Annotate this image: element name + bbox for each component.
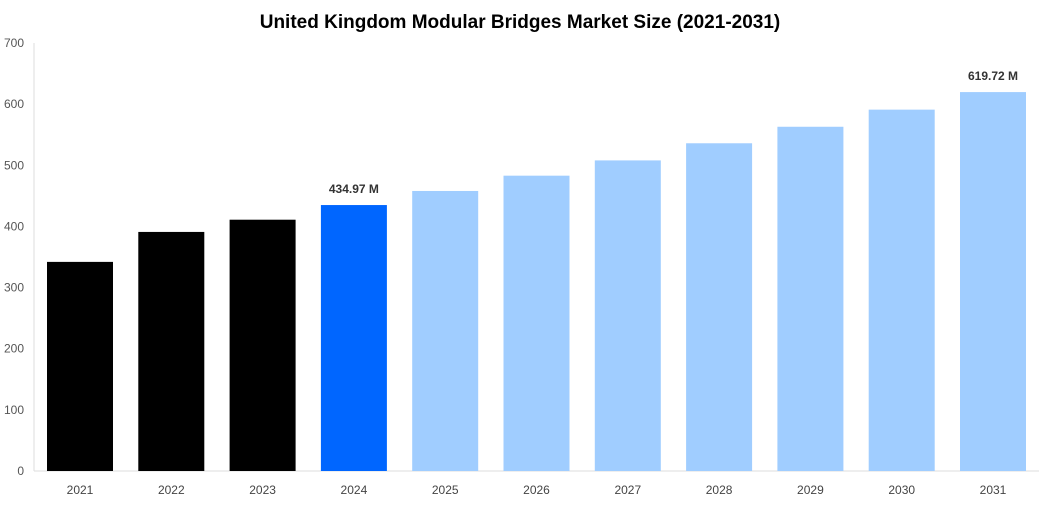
x-tick-label: 2022 xyxy=(158,483,185,497)
bar-2028 xyxy=(686,143,753,471)
bar-2026 xyxy=(503,175,570,471)
x-tick-label: 2029 xyxy=(797,483,824,497)
y-tick-label: 300 xyxy=(4,281,24,295)
y-tick-label: 0 xyxy=(17,464,24,478)
bar-2031 xyxy=(960,92,1026,472)
bar-2022 xyxy=(138,231,205,471)
y-tick-label: 200 xyxy=(4,342,24,356)
bar-2024 xyxy=(320,205,387,471)
chart-title: United Kingdom Modular Bridges Market Si… xyxy=(260,12,781,33)
x-tick-label: 2021 xyxy=(67,483,94,497)
x-tick-label: 2028 xyxy=(706,483,733,497)
bar-2025 xyxy=(412,190,479,472)
y-tick-label: 400 xyxy=(4,219,24,233)
x-tick-label: 2030 xyxy=(888,483,915,497)
x-tick-label: 2031 xyxy=(980,483,1007,497)
y-tick-label: 700 xyxy=(4,36,24,50)
x-tick-label: 2027 xyxy=(614,483,641,497)
data-label: 434.97 M xyxy=(329,182,379,196)
x-tick-label: 2023 xyxy=(249,483,276,497)
x-tick-label: 2025 xyxy=(432,483,459,497)
y-tick-label: 600 xyxy=(4,97,24,111)
y-tick-label: 100 xyxy=(4,403,24,417)
x-tick-label: 2026 xyxy=(523,483,550,497)
bar-2029 xyxy=(777,126,844,471)
y-tick-label: 500 xyxy=(4,158,24,172)
bar-2030 xyxy=(868,109,935,471)
data-label: 619.72 M xyxy=(968,69,1018,83)
bar-2021 xyxy=(47,261,113,471)
bar-2023 xyxy=(229,219,296,471)
x-tick-label: 2024 xyxy=(341,483,368,497)
bar-2027 xyxy=(594,160,661,471)
